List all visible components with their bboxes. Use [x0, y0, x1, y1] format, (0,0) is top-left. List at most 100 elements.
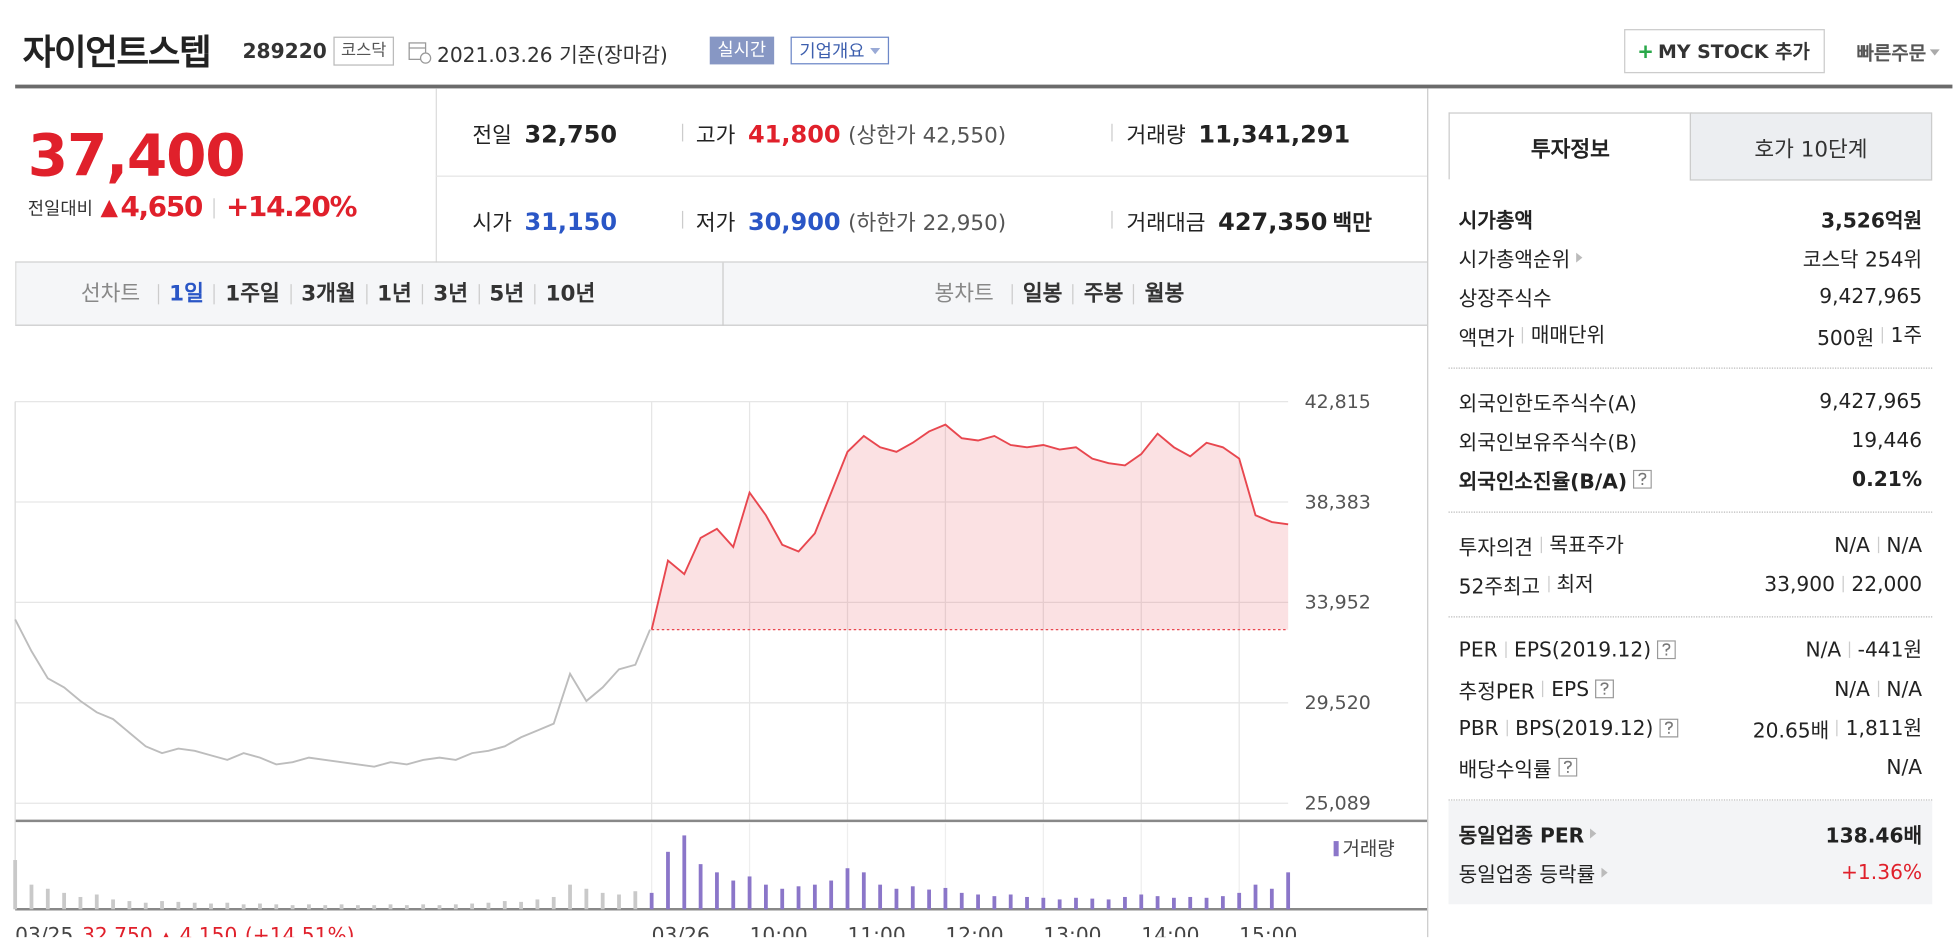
volume-bar	[1041, 897, 1046, 910]
tab-label: 선차트	[80, 281, 141, 307]
info-item: 전일 32,750	[472, 117, 617, 149]
separator	[1111, 210, 1113, 229]
label-part: PER	[1458, 637, 1498, 662]
x-tick-label: 14:00	[1141, 923, 1199, 937]
value-part: 3,526억원	[1821, 207, 1923, 232]
volume-bar	[747, 876, 752, 910]
volume-bar	[1220, 896, 1225, 910]
volume-bar	[731, 880, 736, 910]
period-tab[interactable]: 3개월	[289, 284, 366, 305]
price-line	[14, 619, 651, 768]
period-tab[interactable]: 3년	[421, 284, 478, 305]
info-row: 동일업종 PER 138.46배	[1449, 813, 1933, 852]
period-tab[interactable]: 1일	[157, 284, 214, 305]
quick-order[interactable]: 빠른주문	[1856, 39, 1941, 66]
volume-bar	[323, 905, 328, 910]
price-change: 전일대비 ▲ 4,650 +14.20%	[27, 192, 358, 224]
volume-bar	[470, 903, 475, 910]
volume-bar	[943, 887, 948, 910]
help-icon	[1595, 679, 1615, 699]
period-tab[interactable]: 주봉	[1072, 284, 1133, 305]
volume-bar	[1237, 892, 1242, 910]
volume-bar	[1204, 897, 1209, 910]
column-divider	[1427, 88, 1429, 938]
note-rate: (+14.51%)	[245, 923, 355, 937]
value-part: 22,000	[1842, 574, 1922, 594]
label-part: EPS	[1542, 679, 1589, 699]
volume-bar	[568, 884, 572, 910]
value-part: 1주	[1881, 325, 1922, 345]
overview-button[interactable]: 기업개요	[790, 36, 889, 65]
volume-bar	[1155, 896, 1160, 910]
info-value: 11,341,291	[1198, 121, 1351, 150]
separator	[681, 210, 684, 229]
period-tab[interactable]: 5년	[478, 284, 534, 305]
header-rule	[15, 84, 1953, 89]
value-part: 20.65배	[1752, 717, 1830, 742]
label-part: 투자의견	[1458, 534, 1534, 559]
mystock-button[interactable]: MY STOCK 추가	[1624, 29, 1825, 74]
period-tab[interactable]: 10년	[534, 284, 605, 305]
volume-bar	[453, 904, 458, 910]
y-tick-label: 25,089	[1305, 793, 1371, 815]
volume-bar	[763, 884, 768, 910]
volume-bar	[290, 905, 295, 910]
row-value: 코스닥 254위	[1803, 242, 1922, 272]
panel-tab[interactable]: 투자정보	[1448, 112, 1693, 180]
row-label: 시가총액	[1459, 203, 1533, 233]
legend-swatch	[1333, 841, 1339, 857]
volume-bar	[617, 894, 621, 910]
change-label: 전일대비	[27, 198, 93, 220]
stock-name: 자이언트스텝	[22, 31, 212, 74]
volume-bar	[666, 851, 670, 910]
period-tab[interactable]: 일봉	[1011, 284, 1072, 305]
info-group: 시가총액 3,526억원 시가총액순위 코스닥 254위 상장주식수 9,427,965 액…	[1448, 186, 1933, 369]
label-part: EPS(2019.12)	[1505, 640, 1651, 660]
volume-bar	[1090, 898, 1095, 910]
value-part: N/A	[1834, 532, 1870, 557]
dropdown-icon	[869, 47, 880, 54]
chart-tabs	[15, 262, 1428, 326]
volume-bar	[600, 892, 605, 910]
value-part: 코스닥 254위	[1802, 246, 1923, 271]
info-row: 액면가 매매단위 500원 1주	[1449, 316, 1933, 355]
row-value: N/A -441원	[1805, 638, 1922, 662]
period-tab[interactable]: 월봉	[1133, 284, 1194, 305]
row-divider	[435, 261, 1428, 263]
panel-tab[interactable]: 호가 10단계	[1689, 112, 1933, 181]
info-group: PER EPS(2019.12) N/A -441원 추정PER EPS N/A N/A PBR…	[1448, 618, 1933, 801]
label-part: 액면가	[1458, 325, 1515, 350]
label-part: 동일업종 등락률	[1458, 861, 1596, 886]
row-value: 3,526억원	[1821, 203, 1922, 233]
volume-bar	[1025, 896, 1029, 910]
row-label: 외국인한도주식수(A)	[1459, 386, 1637, 416]
value-part: 9,427,965	[1819, 388, 1923, 413]
volume-bar	[633, 891, 638, 910]
realtime-badge[interactable]: 실시간	[709, 36, 774, 65]
info-group: 투자의견 목표주가 N/A N/A 52주최고 최저 33,900 22,000	[1448, 513, 1933, 618]
volume-bar	[584, 888, 589, 910]
row-value: N/A N/A	[1834, 677, 1922, 701]
volume-bar	[780, 888, 785, 910]
row-label: 배당수익률	[1459, 752, 1577, 782]
line-chart-tabs: 선차트 1일 1주일 3개월 1년 3년 5년 10년	[71, 281, 606, 307]
volume-bar	[878, 884, 883, 910]
volume-bar	[682, 835, 687, 910]
volume-bar	[486, 902, 491, 910]
period-tab[interactable]: 1년	[365, 284, 422, 305]
volume-bar	[78, 896, 83, 910]
info-row: 동일업종 등락률 +1.36%	[1449, 852, 1933, 891]
period-tab[interactable]: 1주일	[213, 284, 290, 305]
info-item: 저가 30,900 (하한가 22,950)	[696, 205, 1006, 236]
row-divider	[435, 175, 1428, 177]
label-part: 동일업종 PER	[1458, 822, 1585, 847]
info-row: PBR BPS(2019.12) 20.65배 1,811원	[1449, 708, 1933, 747]
info-value: 41,800	[747, 121, 841, 150]
volume-bar	[241, 904, 246, 910]
note-sign: ▲	[160, 928, 172, 937]
row-value: 500원 1주	[1817, 320, 1922, 350]
volume-bar	[1123, 896, 1127, 910]
info-row: PER EPS(2019.12) N/A -441원	[1449, 630, 1933, 669]
arrow-icon	[1601, 866, 1608, 878]
